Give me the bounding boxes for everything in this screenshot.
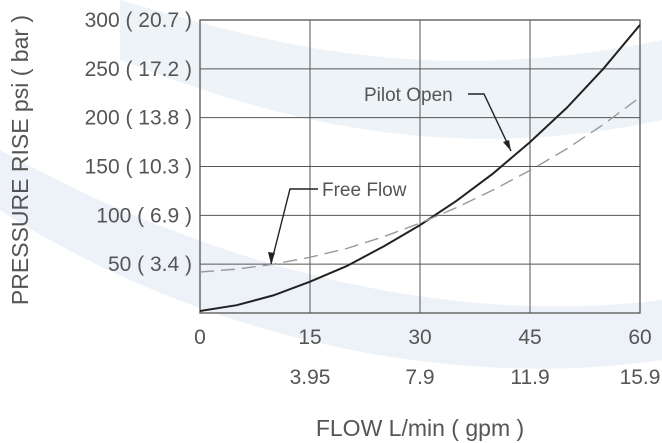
y-tick-label: 50 ( 3.4 ) <box>108 253 192 276</box>
y-tick-label: 300 ( 20.7 ) <box>85 9 192 32</box>
x-tick-labels: 0 15 3.95 30 7.9 45 11.9 60 15.9 <box>194 326 660 389</box>
x-tick-label: 15 <box>298 326 321 349</box>
y-tick-label: 250 ( 17.2 ) <box>85 58 192 81</box>
annotation-free-flow: Free Flow <box>322 180 407 201</box>
grid <box>199 19 641 314</box>
y-axis-title: PRESSURE RISE psi ( bar ) <box>7 15 33 305</box>
y-tick-label: 100 ( 6.9 ) <box>96 204 192 227</box>
series-lines <box>199 24 641 312</box>
x-tick-alt-label: 3.95 <box>290 366 331 389</box>
x-tick-label: 45 <box>518 326 541 349</box>
arrowhead-free-flow <box>268 252 275 264</box>
y-tick-label: 200 ( 13.8 ) <box>85 107 192 130</box>
x-tick-label: 60 <box>628 326 651 349</box>
x-tick-alt-label: 15.9 <box>620 366 661 389</box>
x-axis-title: FLOW L/min ( gpm ) <box>316 415 524 441</box>
leader-line-pilot-open <box>468 93 512 152</box>
annotation-pilot-open: Pilot Open <box>364 85 453 106</box>
leader-line-free-flow <box>270 188 318 265</box>
y-tick-label: 150 ( 10.3 ) <box>85 156 192 179</box>
x-tick-label: 0 <box>194 326 206 349</box>
x-tick-alt-label: 11.9 <box>510 366 549 389</box>
x-tick-label: 30 <box>408 326 431 349</box>
series-line-1 <box>199 96 641 273</box>
series-line-0 <box>199 24 641 312</box>
arrowhead-pilot-open <box>503 140 511 151</box>
annotations: Pilot Open Free Flow <box>268 85 512 265</box>
x-tick-alt-label: 7.9 <box>405 366 434 389</box>
y-tick-labels: 50 ( 3.4 ) 100 ( 6.9 ) 150 ( 10.3 ) 200 ( 1… <box>85 9 192 276</box>
